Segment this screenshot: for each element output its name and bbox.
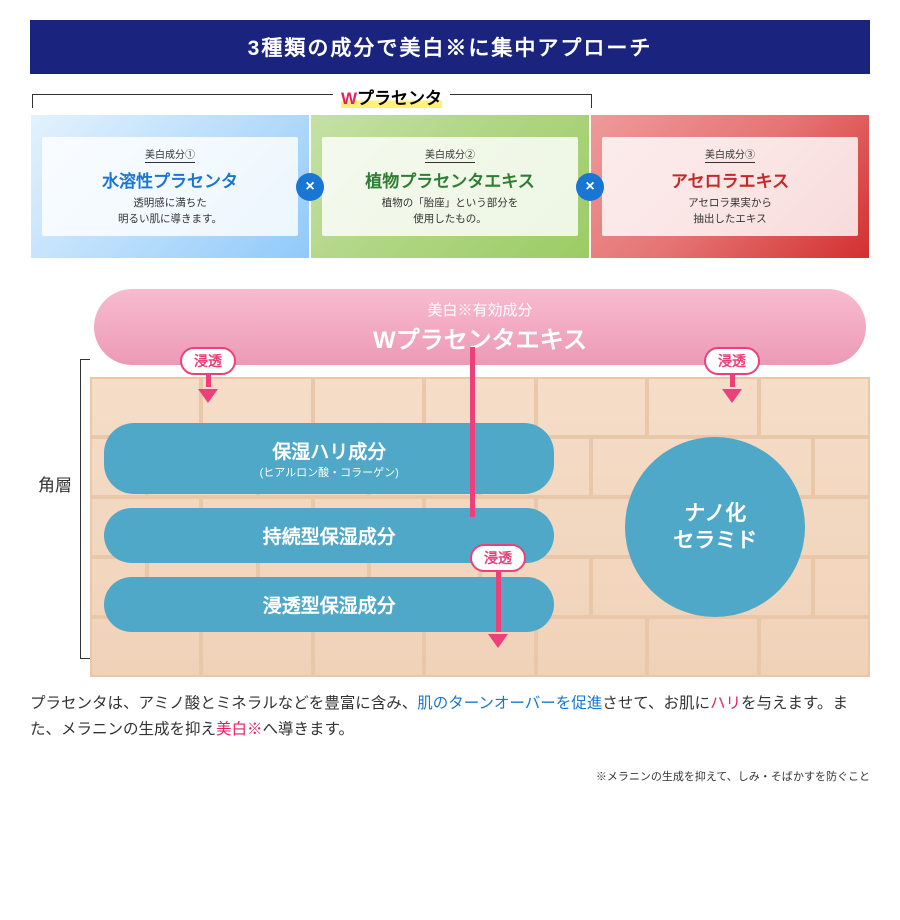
card-3: 美白成分③ アセロラエキス アセロラ果実から 抽出したエキス xyxy=(590,114,870,259)
ft-b: 肌のターンオーバーを促進 xyxy=(417,695,602,712)
pink-pill-main: Wプラセンタエキス xyxy=(94,320,866,355)
blue-pill-1-sub: (ヒアルロン酸・コラーゲン) xyxy=(104,464,554,480)
pink-pill: 美白※有効成分 Wプラセンタエキス xyxy=(94,289,866,365)
card-1-desc2: 明るい肌に導きます。 xyxy=(46,212,294,228)
placenta-label: プラセンタ xyxy=(357,89,442,108)
card-2-overlay: 美白成分② 植物プラセンタエキス 植物の「胎座」という部分を 使用したもの。 xyxy=(322,137,578,236)
ft-f: 美白※ xyxy=(216,721,263,738)
diagram-body: 美白※有効成分 Wプラセンタエキス 保湿ハリ成分 (ヒアルロン酸・コラーゲン) xyxy=(90,289,870,677)
pink-pill-sub: 美白※有効成分 xyxy=(94,299,866,320)
x-mark-2: × xyxy=(576,173,604,201)
ft-c: させて、お肌に xyxy=(602,695,710,712)
layer-label: 角層 xyxy=(30,289,80,677)
circle-l2: セラミド xyxy=(673,527,757,554)
footer-text: プラセンタは、アミノ酸とミネラルなどを豊富に含み、肌のターンオーバーを促進させて… xyxy=(30,691,870,744)
blue-circle: ナノ化 セラミド xyxy=(625,437,805,617)
blue-pill-1: 保湿ハリ成分 (ヒアルロン酸・コラーゲン) xyxy=(104,423,554,494)
x-mark-1: × xyxy=(296,173,324,201)
skin-layer: 保湿ハリ成分 (ヒアルロン酸・コラーゲン) 持続型保湿成分 浸透型保湿成分 ナノ… xyxy=(90,377,870,677)
w-placenta-label: Wプラセンタ xyxy=(30,94,870,108)
header-banner: 3種類の成分で美白※に集中アプローチ xyxy=(30,20,870,74)
card-2-tag: 美白成分② xyxy=(425,146,475,163)
skin-left: 保湿ハリ成分 (ヒアルロン酸・コラーゲン) 持続型保湿成分 浸透型保湿成分 xyxy=(104,423,554,632)
bracket-top xyxy=(32,94,592,108)
bracket-left xyxy=(80,359,90,659)
card-3-desc2: 抽出したエキス xyxy=(606,212,854,228)
card-3-overlay: 美白成分③ アセロラエキス アセロラ果実から 抽出したエキス xyxy=(602,137,858,236)
footnote: ※メラニンの生成を抑えて、しみ・そばかすを防ぐこと xyxy=(30,768,870,784)
card-1-desc1: 透明感に満ちた xyxy=(46,196,294,212)
skin-right: ナノ化 セラミド xyxy=(574,437,856,617)
card-1: 美白成分① 水溶性プラセンタ 透明感に満ちた 明るい肌に導きます。 xyxy=(30,114,310,259)
card-1-title: 水溶性プラセンタ xyxy=(46,167,294,192)
blue-pill-2-main: 持続型保湿成分 xyxy=(263,527,396,548)
card-3-title: アセロラエキス xyxy=(606,167,854,192)
blue-pill-3: 浸透型保湿成分 xyxy=(104,577,554,632)
w-letter: W xyxy=(341,89,357,108)
circle-l1: ナノ化 xyxy=(684,500,746,527)
card-1-tag: 美白成分① xyxy=(145,146,195,163)
diagram: 角層 美白※有効成分 Wプラセンタエキス 保湿ハリ成分 (ヒアルロン酸・コラーゲ… xyxy=(30,289,870,677)
ft-d: ハリ xyxy=(710,695,741,712)
card-2: 美白成分② 植物プラセンタエキス 植物の「胎座」という部分を 使用したもの。 xyxy=(310,114,590,259)
w-placenta-text: Wプラセンタ xyxy=(333,84,450,109)
cards-row: 美白成分① 水溶性プラセンタ 透明感に満ちた 明るい肌に導きます。 × 美白成分… xyxy=(30,114,870,259)
ft-g: へ導きます。 xyxy=(263,721,354,738)
blue-pill-2: 持続型保湿成分 xyxy=(104,508,554,563)
card-2-title: 植物プラセンタエキス xyxy=(326,167,574,192)
card-1-overlay: 美白成分① 水溶性プラセンタ 透明感に満ちた 明るい肌に導きます。 xyxy=(42,137,298,236)
card-2-desc1: 植物の「胎座」という部分を xyxy=(326,196,574,212)
blue-pill-1-main: 保湿ハリ成分 xyxy=(272,442,386,463)
ft-a: プラセンタは、アミノ酸とミネラルなどを豊富に含み、 xyxy=(30,695,417,712)
card-2-desc2: 使用したもの。 xyxy=(326,212,574,228)
card-3-desc1: アセロラ果実から xyxy=(606,196,854,212)
skin-content: 保湿ハリ成分 (ヒアルロン酸・コラーゲン) 持続型保湿成分 浸透型保湿成分 ナノ… xyxy=(104,389,856,665)
blue-pill-3-main: 浸透型保湿成分 xyxy=(263,596,396,617)
w-placenta-section: Wプラセンタ 美白成分① 水溶性プラセンタ 透明感に満ちた 明るい肌に導きます。… xyxy=(30,94,870,259)
card-3-tag: 美白成分③ xyxy=(705,146,755,163)
